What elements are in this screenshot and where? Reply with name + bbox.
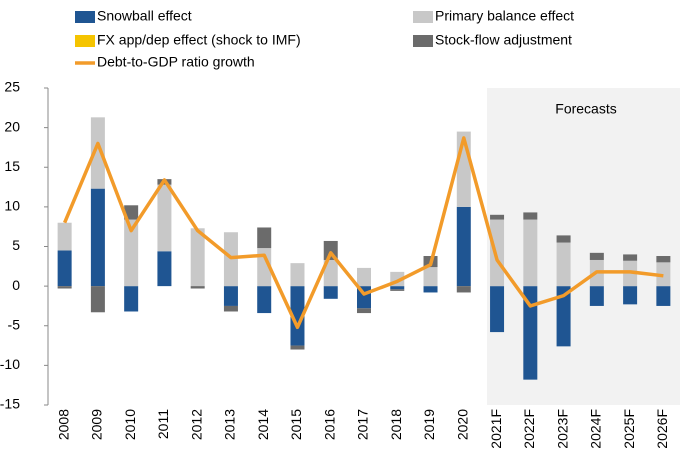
bar-segment xyxy=(357,308,371,314)
bar-segment xyxy=(423,267,438,287)
bar-segment xyxy=(190,286,205,289)
x-tick-label: 2020 xyxy=(454,409,470,440)
bar-segment xyxy=(523,219,538,287)
x-tick-label: 2009 xyxy=(89,409,105,440)
bar-segment xyxy=(57,222,72,251)
bar-segment xyxy=(57,250,72,287)
bar-segment xyxy=(90,188,105,287)
bar-segment xyxy=(290,345,305,350)
annotation: Forecasts xyxy=(555,101,616,117)
bar-segment xyxy=(223,305,238,312)
x-tick-label: 2014 xyxy=(255,409,271,440)
bar-segment xyxy=(157,184,172,252)
bar-segment xyxy=(90,286,105,313)
bar-segment xyxy=(589,252,604,260)
y-tick-label: 25 xyxy=(4,79,20,95)
legend-label: Snowball effect xyxy=(97,8,192,24)
legend-label: Debt-to-GDP ratio growth xyxy=(97,54,255,70)
bar-segment xyxy=(390,289,405,291)
bar-segment xyxy=(290,263,305,287)
x-tick-label: 2010 xyxy=(122,409,138,440)
y-tick-label: 0 xyxy=(12,277,20,293)
bar-segment xyxy=(257,248,272,287)
bar-segment xyxy=(257,286,272,314)
x-tick-label: 2025F xyxy=(621,409,637,449)
bar-segment xyxy=(556,235,571,243)
x-tick-label: 2013 xyxy=(222,409,238,440)
bar-segment xyxy=(157,251,172,287)
x-tick-label: 2015 xyxy=(288,409,304,440)
bar-segment xyxy=(656,286,671,306)
legend-label: Primary balance effect xyxy=(435,8,574,24)
x-tick-label: 2022F xyxy=(521,409,537,449)
bar-segment xyxy=(490,214,505,220)
x-tick-label: 2008 xyxy=(55,409,71,440)
bar-segment xyxy=(589,286,604,306)
bar-segment xyxy=(323,259,338,287)
line xyxy=(63,136,664,330)
y-tick-label: 15 xyxy=(4,158,20,174)
legend-swatch xyxy=(413,35,433,47)
x-tick-label: 2026F xyxy=(654,409,670,449)
y-tick-label: 10 xyxy=(4,198,20,214)
bar-segment xyxy=(523,286,538,380)
x-tick-label: 2018 xyxy=(388,409,404,440)
bar-segment xyxy=(623,254,638,261)
bar-segment xyxy=(290,286,305,346)
bar-segment xyxy=(623,286,638,305)
bar-segment xyxy=(90,117,105,189)
x-tick-label: 2024F xyxy=(588,409,604,449)
bar-segment xyxy=(390,286,405,290)
x-tick-label: 2011 xyxy=(155,409,171,439)
bar-segment xyxy=(323,286,338,299)
bar-segment xyxy=(223,286,238,306)
y-tick-label: -5 xyxy=(8,316,21,332)
bar-segment xyxy=(523,212,538,220)
x-tick-label: 2019 xyxy=(421,409,437,440)
bar-segment xyxy=(456,286,471,293)
legend-swatch xyxy=(75,11,95,23)
bar-segment xyxy=(456,206,471,287)
bar-segment xyxy=(357,267,371,287)
x-tick-label: 2016 xyxy=(321,409,337,440)
bar-segment xyxy=(257,227,272,249)
y-tick-label: 5 xyxy=(12,237,20,253)
legend-label: Stock-flow adjustment xyxy=(435,32,572,48)
bar-segment xyxy=(490,286,505,333)
bar-segment xyxy=(124,286,139,312)
bar-segment xyxy=(57,286,72,289)
legend-swatch xyxy=(413,11,433,23)
x-tick-label: 2023F xyxy=(554,409,570,449)
legend-swatch xyxy=(75,35,95,47)
y-tick-label: -15 xyxy=(0,396,20,412)
bar-segment xyxy=(556,242,571,287)
bar-segment xyxy=(423,286,438,293)
x-tick-label: 2012 xyxy=(188,409,204,440)
y-tick-label: 20 xyxy=(4,118,20,134)
x-tick-label: 2017 xyxy=(355,409,371,440)
bar-segment xyxy=(124,219,139,287)
y-tick-label: -10 xyxy=(0,356,20,372)
bar-segment xyxy=(656,256,671,263)
bar-segment xyxy=(124,205,139,220)
forecast-shade xyxy=(487,88,680,405)
bar-segment xyxy=(190,228,205,287)
bar-segment xyxy=(490,219,505,287)
legend-label: FX app/dep effect (shock to IMF) xyxy=(97,32,301,48)
x-tick-label: 2021F xyxy=(488,409,504,449)
bar-segment xyxy=(556,286,571,347)
